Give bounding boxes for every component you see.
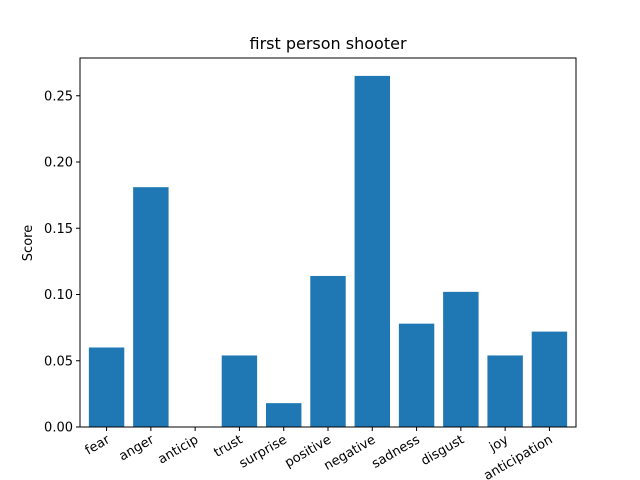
bar-sadness — [398, 323, 435, 427]
y-tick-label: 0.15 — [44, 222, 73, 237]
bar-anger — [133, 187, 169, 427]
y-axis: 0.00 0.05 0.10 0.15 0.20 0.25 — [44, 89, 80, 436]
plot-frame — [79, 57, 577, 428]
bar-surprise — [266, 403, 302, 427]
y-tick-label: 0.10 — [44, 288, 73, 303]
y-tick-label: 0.05 — [44, 354, 73, 369]
bar-group — [88, 75, 568, 427]
chart-title: first person shooter — [249, 34, 406, 53]
bar-trust — [221, 355, 258, 427]
bar-disgust — [443, 291, 479, 427]
y-tick-label: 0.25 — [44, 89, 73, 104]
bar-fear — [88, 347, 125, 427]
bar-joy — [487, 355, 523, 427]
y-tick-label: 0.20 — [44, 156, 73, 171]
y-axis-label: Score — [21, 225, 36, 261]
bar-positive — [310, 275, 346, 427]
bar-anticipation — [531, 331, 568, 427]
y-tick-label: 0.00 — [44, 421, 73, 436]
bar-negative — [354, 75, 390, 427]
